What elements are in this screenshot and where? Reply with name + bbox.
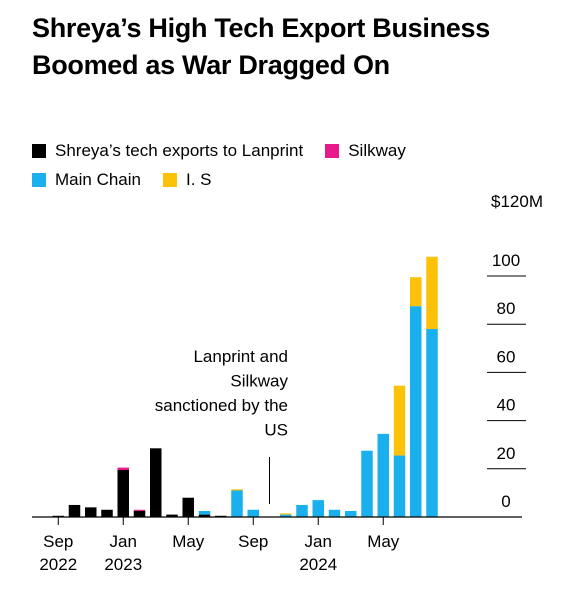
- bar-12-series-2: [247, 509, 259, 517]
- bar-23-series-2: [426, 329, 438, 517]
- legend-row-1: Shreya’s tech exports to Lanprint Silkwa…: [32, 136, 552, 165]
- x-tick-label-4: Jan: [305, 532, 332, 551]
- bar-14-series-3: [280, 513, 292, 515]
- bar-16-series-2: [312, 500, 324, 517]
- legend-swatch-is: [163, 172, 177, 187]
- legend-swatch-main-chain: [32, 172, 46, 187]
- legend-row-2: Main Chain I. S: [32, 165, 552, 194]
- y-unit-label: $120M: [491, 192, 543, 211]
- legend: Shreya’s tech exports to Lanprint Silkwa…: [32, 136, 552, 194]
- bar-4-series-1: [117, 467, 129, 471]
- bar-21-series-2: [393, 455, 406, 517]
- x-tick-year-1: 2023: [104, 555, 142, 574]
- bar-5-series-0: [133, 510, 146, 517]
- bar-3-series-0: [101, 509, 113, 517]
- legend-item-silkway: Silkway: [325, 141, 406, 161]
- bar-4-series-0: [117, 470, 129, 517]
- gridlines: [487, 275, 526, 470]
- y-tick-label-100: 100: [492, 251, 520, 270]
- bars: [32, 256, 522, 518]
- bar-22-series-3: [410, 277, 422, 307]
- bar-5-series-1: [133, 509, 146, 511]
- bar-11-series-3: [231, 489, 243, 491]
- y-axis: 0 20 40 60 80 100 $120M: [491, 192, 543, 511]
- y-tick-label-80: 80: [497, 299, 516, 318]
- legend-label-lanprint: Shreya’s tech exports to Lanprint: [55, 140, 304, 160]
- y-tick-label-20: 20: [497, 444, 516, 463]
- y-tick-label-0: 0: [501, 492, 510, 511]
- chart-title: Shreya’s High Tech Export Business Boome…: [32, 13, 490, 80]
- bar-20-series-2: [377, 433, 389, 517]
- x-tick-label-5: May: [367, 532, 400, 551]
- y-tick-label-40: 40: [497, 396, 516, 415]
- bar-2-series-0: [85, 507, 97, 517]
- bar-22-series-2: [410, 306, 422, 517]
- annotation: Lanprint and Silkway sanctioned by the US: [155, 347, 288, 504]
- bar-21-series-3: [393, 385, 406, 456]
- bar-8-series-0: [182, 497, 194, 517]
- annotation-line-3: US: [264, 421, 288, 440]
- legend-label-main-chain: Main Chain: [55, 169, 141, 189]
- annotation-line-2: sanctioned by the: [155, 396, 288, 415]
- legend-item-is: I. S: [163, 170, 212, 190]
- legend-item-lanprint: Shreya’s tech exports to Lanprint: [32, 141, 303, 161]
- x-tick-label-0: Sep: [43, 532, 73, 551]
- legend-label-is: I. S: [186, 169, 212, 189]
- x-tick-label-2: May: [172, 532, 205, 551]
- bar-19-series-2: [361, 450, 373, 517]
- bar-14-series-2: [280, 514, 292, 517]
- bar-15-series-2: [296, 504, 308, 517]
- legend-swatch-silkway: [325, 143, 340, 158]
- x-tick-year-4: 2024: [299, 555, 337, 574]
- bar-17-series-2: [328, 509, 341, 517]
- bar-6-series-0: [150, 448, 162, 517]
- bar-9-series-0: [198, 514, 211, 517]
- annotation-line-1: Silkway: [230, 372, 288, 391]
- bar-11-series-2: [231, 490, 243, 517]
- legend-swatch-lanprint: [32, 143, 46, 158]
- bar-1-series-0: [68, 504, 81, 517]
- legend-label-silkway: Silkway: [348, 140, 406, 160]
- x-tick-label-1: Jan: [110, 532, 137, 551]
- legend-item-main-chain: Main Chain: [32, 170, 141, 190]
- annotation-line-0: Lanprint and: [193, 347, 288, 366]
- x-axis: Sep 2022 Jan 2023 May Sep Jan 2024 May: [39, 517, 400, 574]
- y-tick-label-60: 60: [497, 347, 516, 366]
- x-tick-year-0: 2022: [39, 555, 77, 574]
- bar-18-series-2: [345, 510, 357, 517]
- bar-7-series-0: [166, 514, 178, 517]
- x-tick-label-3: Sep: [238, 532, 268, 551]
- bar-23-series-3: [426, 256, 438, 330]
- bar-9-series-2: [198, 510, 211, 515]
